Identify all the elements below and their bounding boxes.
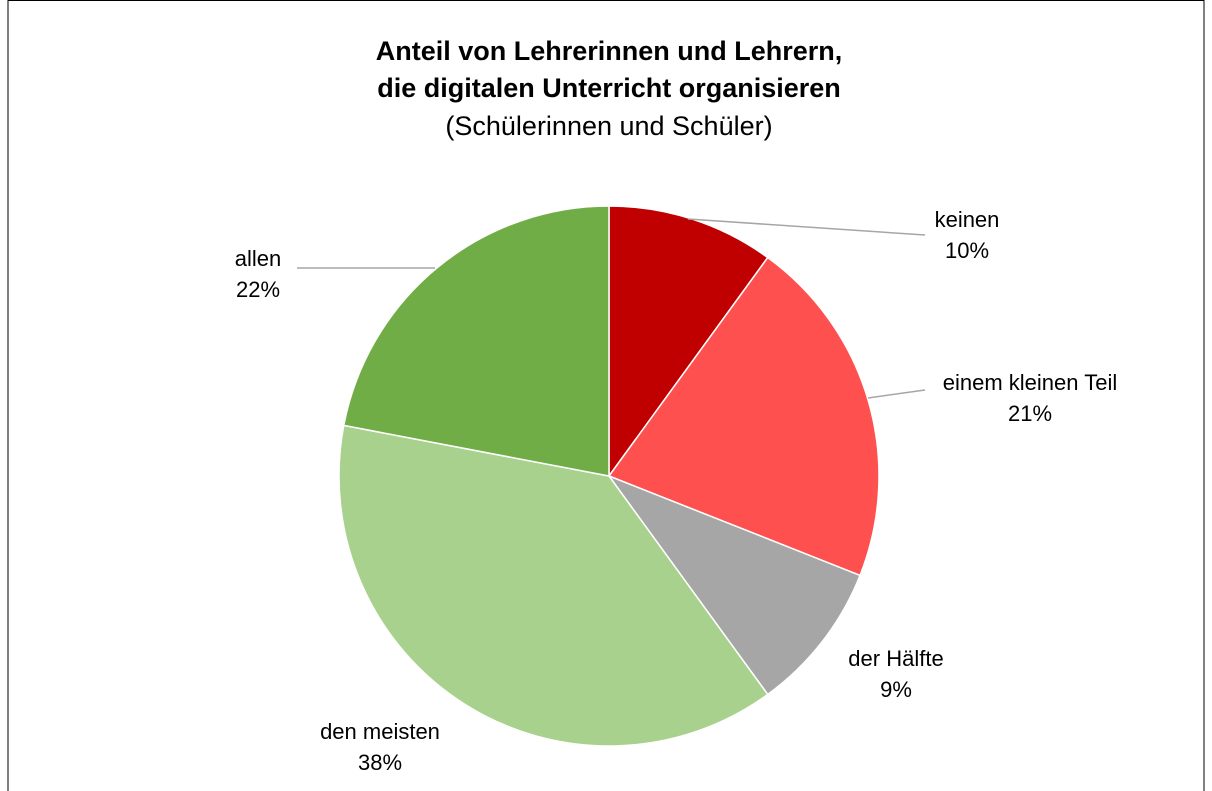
slice-label: keinen xyxy=(935,207,1000,232)
slice-value-label: 38% xyxy=(358,750,402,775)
slice-value-label: 21% xyxy=(1008,401,1052,426)
pie-slice xyxy=(338,424,769,747)
chart-title: Anteil von Lehrerinnen und Lehrern, xyxy=(376,36,843,66)
slice-label: den meisten xyxy=(320,719,440,744)
chart-title: die digitalen Unterricht organisieren xyxy=(377,73,841,103)
slice-value-label: 22% xyxy=(236,277,280,302)
pie-slice xyxy=(607,256,880,577)
pie-slice xyxy=(342,205,610,477)
slice-label: einem kleinen Teil xyxy=(943,370,1117,395)
slice-label: der Hälfte xyxy=(848,646,943,671)
pie-slice xyxy=(606,474,862,696)
leader-line xyxy=(687,218,926,236)
leader-line xyxy=(867,389,926,399)
slice-label: allen xyxy=(235,246,281,271)
slice-value-label: 10% xyxy=(945,238,989,263)
chart-subtitle: (Schülerinnen und Schüler) xyxy=(445,111,772,141)
slice-value-label: 9% xyxy=(880,677,912,702)
